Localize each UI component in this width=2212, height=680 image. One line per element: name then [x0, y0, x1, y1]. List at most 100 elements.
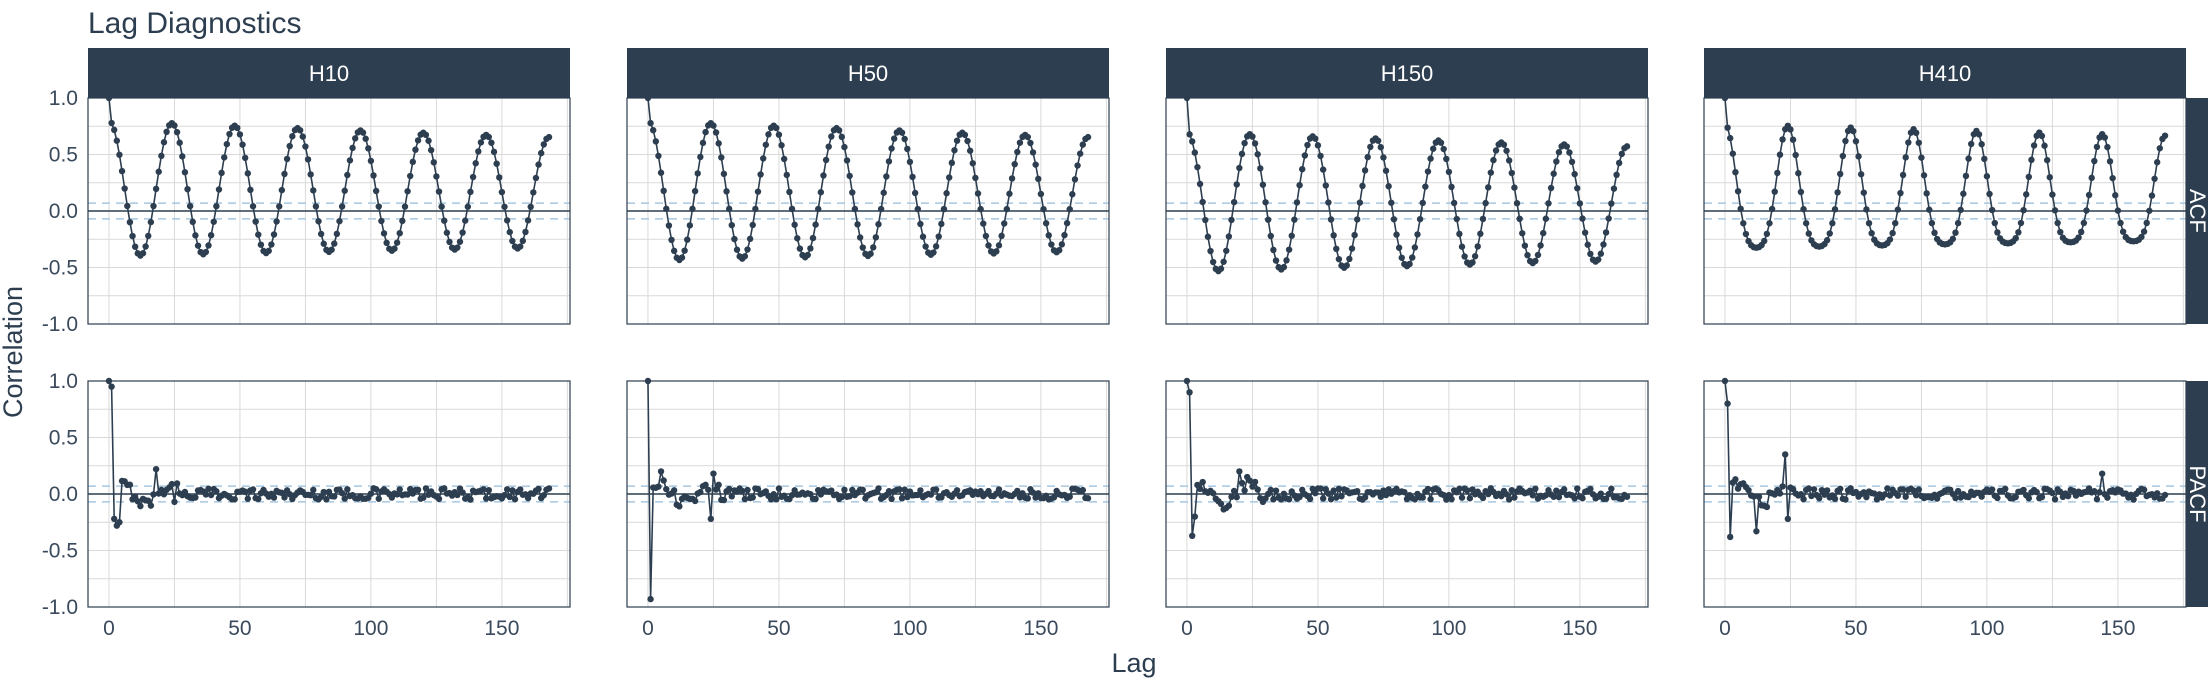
data-point	[1816, 495, 1823, 502]
data-point	[511, 496, 519, 503]
data-point	[901, 135, 908, 143]
data-point	[1529, 492, 1536, 499]
data-point	[1325, 199, 1332, 206]
data-point	[517, 486, 524, 493]
data-point	[221, 154, 228, 161]
data-point	[2080, 219, 2088, 227]
data-point	[1453, 215, 1460, 223]
data-point	[1915, 139, 1923, 146]
data-point	[1905, 139, 1912, 146]
data-point	[1016, 139, 1024, 146]
data-point	[1427, 495, 1434, 503]
data-point	[1364, 153, 1371, 161]
data-point	[765, 131, 772, 138]
data-point	[393, 491, 401, 498]
data-point	[1782, 451, 1789, 458]
data-point	[940, 205, 948, 213]
data-point	[1333, 494, 1340, 501]
data-point	[1784, 515, 1792, 523]
data-point	[752, 205, 759, 213]
data-point	[904, 145, 911, 153]
data-point	[485, 133, 492, 141]
data-point	[1037, 190, 1045, 198]
data-point	[2091, 157, 2098, 165]
data-point	[1579, 495, 1586, 502]
data-point	[1571, 170, 1578, 178]
data-point	[276, 203, 283, 210]
data-point	[2161, 132, 2169, 139]
data-point	[1377, 144, 1385, 151]
data-point	[1011, 160, 1018, 168]
panel-border	[87, 97, 571, 325]
data-point	[249, 486, 257, 493]
data-point	[835, 127, 843, 134]
data-point	[1912, 492, 1920, 499]
data-point	[1886, 492, 1894, 499]
data-point	[1571, 495, 1578, 502]
data-point	[464, 203, 472, 210]
data-point	[1742, 230, 1750, 238]
data-point	[1902, 154, 1909, 161]
data-point	[1902, 493, 1909, 500]
data-point	[725, 205, 733, 213]
data-point	[488, 139, 495, 146]
data-point	[720, 496, 728, 504]
data-point	[1325, 490, 1332, 497]
data-point	[315, 218, 322, 225]
data-point	[1729, 150, 1737, 157]
data-point	[2088, 174, 2095, 182]
data-point	[1988, 486, 1996, 493]
data-point	[1225, 502, 1233, 509]
data-point	[202, 248, 210, 256]
data-point	[867, 250, 874, 257]
x-tick-label: 100	[892, 617, 927, 640]
data-point	[1537, 242, 1544, 249]
data-point	[1952, 494, 1959, 502]
data-point	[1954, 219, 1962, 227]
data-point	[359, 129, 367, 136]
data-point	[712, 486, 720, 493]
data-point	[1335, 255, 1343, 263]
data-point	[527, 203, 534, 211]
data-point	[1186, 131, 1193, 138]
data-point	[401, 203, 409, 210]
data-point	[1354, 216, 1361, 223]
data-point	[1419, 199, 1426, 207]
data-point	[880, 189, 887, 196]
data-point	[2049, 489, 2056, 497]
data-point	[1079, 486, 1087, 494]
data-point	[969, 160, 976, 167]
data-point	[1860, 489, 1867, 496]
x-tick-label: 50	[228, 617, 251, 640]
data-point	[270, 231, 278, 238]
data-point	[207, 491, 215, 499]
data-point	[365, 145, 372, 152]
data-point	[788, 205, 796, 213]
data-point	[338, 489, 346, 497]
data-point	[809, 234, 817, 242]
data-point	[367, 157, 375, 165]
data-point	[1789, 136, 1797, 143]
data-point	[1225, 233, 1233, 240]
data-point	[302, 143, 309, 150]
data-point	[537, 149, 545, 157]
data-point	[1322, 182, 1329, 189]
data-point	[705, 486, 712, 493]
data-point	[1301, 152, 1309, 159]
data-point	[1069, 191, 1076, 198]
data-point	[1795, 170, 1802, 177]
panel-border	[87, 380, 571, 608]
data-point	[993, 248, 1000, 255]
data-point	[1220, 258, 1227, 265]
data-point	[1380, 154, 1387, 161]
data-point	[1236, 468, 1243, 475]
panel-h150-pacf: 0 50 100 150	[1165, 377, 1649, 640]
data-point	[938, 220, 945, 228]
data-point	[2148, 192, 2156, 199]
data-point	[1443, 155, 1450, 163]
data-point	[215, 186, 223, 193]
data-point	[712, 129, 720, 136]
data-point	[1456, 230, 1463, 238]
data-point	[843, 157, 851, 164]
data-point	[846, 172, 853, 180]
